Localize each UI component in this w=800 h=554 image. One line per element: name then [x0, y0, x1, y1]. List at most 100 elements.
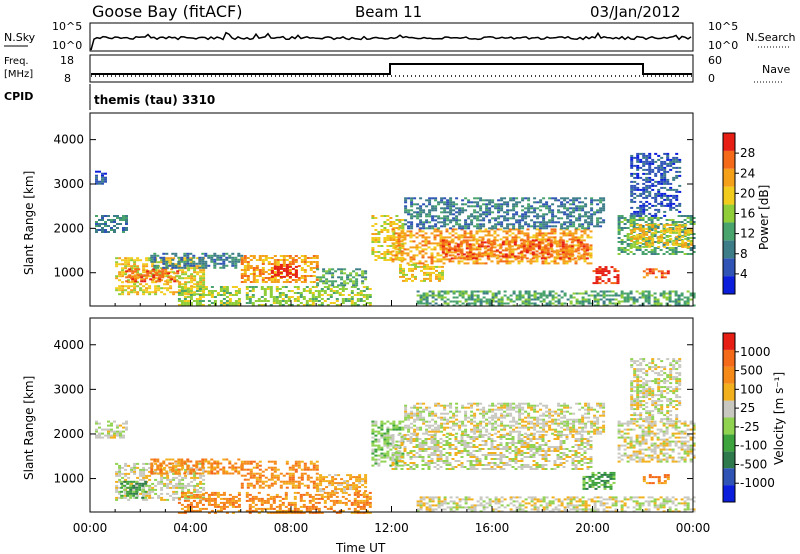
echo-cell	[536, 207, 540, 210]
echo-cell	[636, 241, 640, 244]
echo-cell	[436, 242, 440, 245]
echo-cell	[527, 207, 531, 210]
echo-cell	[528, 243, 532, 246]
echo-cell	[505, 240, 509, 243]
echo-cell	[517, 244, 521, 247]
echo-cell	[684, 243, 688, 246]
echo-cell	[509, 199, 513, 202]
echo-cell	[101, 180, 104, 183]
echo-cell	[642, 202, 646, 205]
echo-cell	[669, 204, 673, 207]
echo-cell	[134, 276, 138, 279]
echo-cell	[495, 249, 499, 252]
echo-cell	[329, 294, 333, 296]
echo-cell	[403, 258, 407, 261]
echo-cell	[593, 296, 597, 299]
echo-cell	[563, 199, 567, 202]
echo-cell	[503, 203, 507, 206]
echo-cell	[470, 292, 474, 295]
echo-cell	[604, 282, 608, 285]
echo-cell	[249, 484, 253, 487]
echo-cell	[620, 292, 624, 295]
echo-cell	[320, 298, 324, 300]
echo-cell	[578, 213, 582, 216]
echo-cell	[669, 237, 673, 240]
echo-cell	[578, 219, 582, 222]
echo-cell	[644, 215, 648, 217]
echo-cell	[231, 505, 235, 508]
echo-cell	[469, 258, 473, 261]
echo-cell	[140, 280, 144, 283]
echo-cell	[293, 298, 297, 300]
echo-cell	[678, 243, 682, 246]
echo-cell	[648, 164, 652, 167]
echo-cell	[556, 262, 560, 265]
echo-cell	[341, 302, 345, 304]
echo-cell	[225, 300, 229, 302]
echo-cell	[574, 244, 578, 247]
echo-cell	[386, 245, 390, 247]
echo-cell	[491, 300, 495, 303]
echo-cell	[154, 488, 158, 491]
echo-cell	[222, 252, 226, 255]
echo-cell	[490, 240, 494, 243]
echo-cell	[513, 255, 517, 258]
echo-cell	[186, 290, 190, 292]
echo-cell	[204, 460, 208, 463]
echo-cell	[101, 178, 104, 181]
echo-cell	[107, 215, 110, 217]
echo-cell	[308, 298, 312, 300]
echo-cell	[395, 241, 399, 243]
echo-cell	[184, 259, 188, 262]
echo-cell	[476, 217, 480, 220]
echo-cell	[190, 257, 194, 260]
echo-cell	[629, 233, 633, 235]
echo-cell	[481, 236, 485, 239]
echo-cell	[436, 228, 440, 231]
echo-cell	[653, 217, 657, 219]
echo-cell	[473, 201, 477, 204]
echo-cell	[187, 293, 191, 296]
echo-cell	[476, 294, 480, 297]
echo-cell	[641, 292, 645, 295]
echo-cell	[397, 242, 401, 245]
echo-cell	[145, 476, 149, 479]
echo-cell	[554, 199, 558, 202]
echo-cell	[371, 239, 375, 241]
echo-cell	[683, 219, 687, 221]
freq-label: Freq.	[4, 56, 29, 67]
echo-cell	[270, 267, 274, 269]
echo-cell	[189, 501, 193, 504]
echo-cell	[572, 199, 576, 202]
echo-cell	[165, 264, 169, 267]
echo-cell	[620, 229, 624, 231]
echo-cell	[119, 430, 122, 433]
echo-cell	[160, 474, 164, 477]
echo-cell	[255, 478, 259, 481]
echo-cell	[617, 219, 621, 221]
echo-cell	[178, 480, 182, 483]
echo-cell	[234, 266, 238, 269]
echo-cell	[570, 249, 574, 252]
echo-cell	[564, 243, 568, 246]
echo-cell	[657, 245, 661, 248]
echo-cell	[210, 470, 214, 473]
echo-cell	[642, 229, 646, 232]
echo-cell	[249, 470, 253, 473]
echo-cell	[674, 298, 678, 301]
echo-cell	[150, 458, 154, 461]
echo-cell	[383, 221, 387, 223]
echo-cell	[678, 210, 682, 213]
echo-cell	[506, 298, 510, 301]
echo-cell	[479, 227, 483, 230]
echo-cell	[675, 241, 679, 244]
echo-cell	[312, 257, 316, 259]
echo-cell	[332, 292, 336, 294]
echo-cell	[282, 275, 286, 278]
echo-cell	[240, 275, 244, 277]
echo-cell	[315, 257, 319, 259]
echo-cell	[130, 265, 134, 268]
echo-cell	[135, 482, 139, 485]
echo-cell	[527, 302, 531, 305]
echo-cell	[429, 271, 432, 274]
